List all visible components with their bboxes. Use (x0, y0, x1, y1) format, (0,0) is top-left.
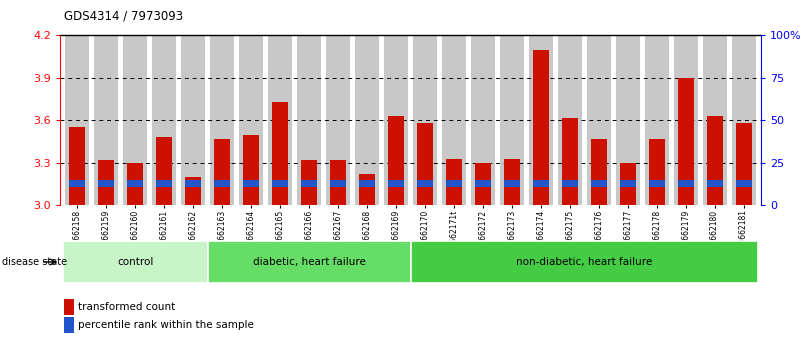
Bar (591, 139, 606, 205)
Bar (562, 180, 578, 187)
Bar (446, 159, 462, 205)
Bar (475, 163, 491, 205)
Bar (533, 180, 549, 187)
Bar (99, 160, 115, 205)
Bar (297, 35, 321, 205)
Bar (239, 35, 264, 205)
Bar (533, 50, 549, 205)
Bar (674, 35, 698, 205)
Bar (181, 35, 205, 205)
Text: control: control (117, 257, 154, 267)
Bar (620, 180, 636, 187)
Bar (678, 78, 694, 205)
Bar (156, 180, 172, 187)
Bar (620, 163, 636, 205)
Text: percentile rank within the sample: percentile rank within the sample (78, 320, 255, 330)
Bar (123, 35, 147, 205)
Bar (500, 35, 524, 205)
Bar (446, 180, 462, 187)
Bar (442, 35, 466, 205)
Bar (702, 35, 727, 205)
Bar (557, 35, 582, 205)
Bar (731, 35, 755, 205)
Bar (156, 137, 172, 205)
Bar (504, 159, 520, 205)
Bar (244, 135, 260, 205)
Bar (645, 35, 669, 205)
Bar (64, 317, 74, 333)
Bar (388, 180, 404, 187)
Bar (735, 180, 751, 187)
Bar (99, 180, 115, 187)
Bar (244, 180, 260, 187)
Bar (591, 180, 606, 187)
Bar (587, 35, 611, 205)
Bar (66, 35, 90, 205)
Bar (70, 180, 86, 187)
Text: transformed count: transformed count (78, 302, 175, 312)
Bar (384, 35, 408, 205)
Bar (529, 35, 553, 205)
Bar (272, 180, 288, 187)
Bar (413, 35, 437, 205)
Bar (330, 160, 346, 205)
Bar (210, 35, 234, 205)
Bar (207, 241, 410, 283)
Bar (355, 35, 379, 205)
Bar (152, 35, 176, 205)
Bar (504, 180, 520, 187)
Bar (678, 180, 694, 187)
Bar (185, 180, 201, 187)
Bar (330, 180, 346, 187)
Text: diabetic, heart failure: diabetic, heart failure (252, 257, 365, 267)
Bar (95, 35, 119, 205)
Text: disease state: disease state (2, 257, 67, 267)
Bar (215, 180, 230, 187)
Bar (268, 35, 292, 205)
Bar (562, 118, 578, 205)
Text: GDS4314 / 7973093: GDS4314 / 7973093 (64, 10, 183, 22)
Bar (64, 299, 74, 315)
Bar (475, 180, 491, 187)
Bar (301, 160, 317, 205)
Bar (127, 180, 143, 187)
Bar (410, 241, 758, 283)
Bar (272, 102, 288, 205)
Bar (616, 35, 640, 205)
Bar (127, 163, 143, 205)
Bar (417, 180, 433, 187)
Bar (70, 127, 86, 205)
Bar (649, 180, 665, 187)
Bar (215, 139, 230, 205)
Bar (359, 180, 375, 187)
Bar (185, 177, 201, 205)
Bar (706, 180, 723, 187)
Bar (388, 116, 404, 205)
Bar (359, 174, 375, 205)
Text: non-diabetic, heart failure: non-diabetic, heart failure (516, 257, 652, 267)
Bar (326, 35, 350, 205)
Bar (471, 35, 495, 205)
Bar (301, 180, 317, 187)
Bar (63, 241, 207, 283)
Bar (706, 116, 723, 205)
Bar (417, 123, 433, 205)
Bar (735, 123, 751, 205)
Bar (649, 139, 665, 205)
